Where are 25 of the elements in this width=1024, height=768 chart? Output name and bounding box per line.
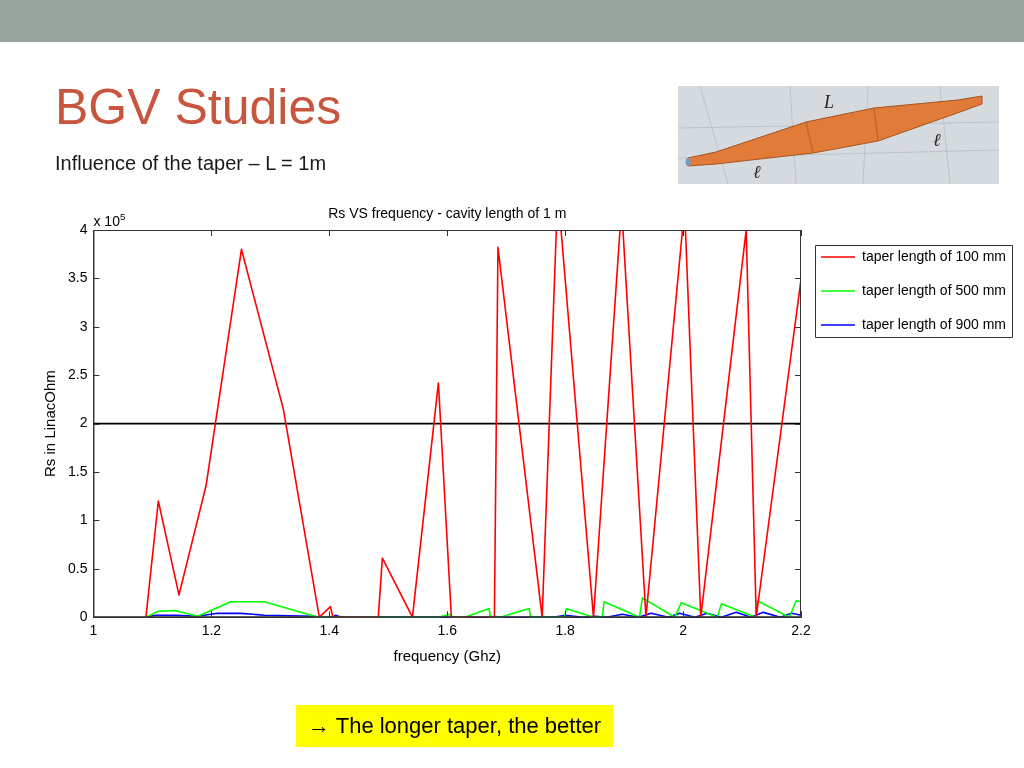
y-tick-label: 1 bbox=[79, 511, 88, 528]
legend-label: taper length of 900 mm bbox=[862, 315, 1007, 332]
y-tick-label: 1.5 bbox=[67, 462, 88, 479]
y-tick-label: 0.5 bbox=[67, 559, 88, 576]
legend-label: taper length of 100 mm bbox=[862, 247, 1007, 264]
text: → The longer taper, the better bbox=[296, 705, 614, 747]
y-tick-label: 3.5 bbox=[67, 269, 88, 286]
chart-subtitle: Influence of the taper – L = 1m bbox=[55, 151, 327, 175]
x-tick-label: 1.4 bbox=[319, 622, 340, 639]
y-tick-label: 0 bbox=[79, 608, 88, 625]
chart-title: BGV Studies bbox=[55, 79, 342, 135]
y-tick-label: 2.5 bbox=[67, 366, 88, 383]
y-tick-label: 2 bbox=[79, 414, 88, 431]
tapered-tube-picture: L ℓ ℓ bbox=[678, 86, 999, 184]
x-tick-label: 2.2 bbox=[791, 622, 811, 639]
x-axis-title: frequency (Ghz) bbox=[393, 647, 502, 665]
text: Rs VS frequency - cavity length of 1 m bbox=[328, 205, 567, 221]
x-tick-label: 1.8 bbox=[555, 622, 576, 639]
legend-label: taper length of 500 mm bbox=[862, 281, 1007, 298]
y-axis-title: Rs in LinacOhm bbox=[41, 370, 59, 477]
x-tick-label: 1.6 bbox=[437, 622, 458, 639]
y-tick-label: 4 bbox=[79, 220, 88, 237]
y-tick-label: 3 bbox=[79, 317, 88, 334]
x-tick-label: 1.2 bbox=[201, 622, 222, 639]
x-tick-label: 2 bbox=[679, 622, 688, 639]
